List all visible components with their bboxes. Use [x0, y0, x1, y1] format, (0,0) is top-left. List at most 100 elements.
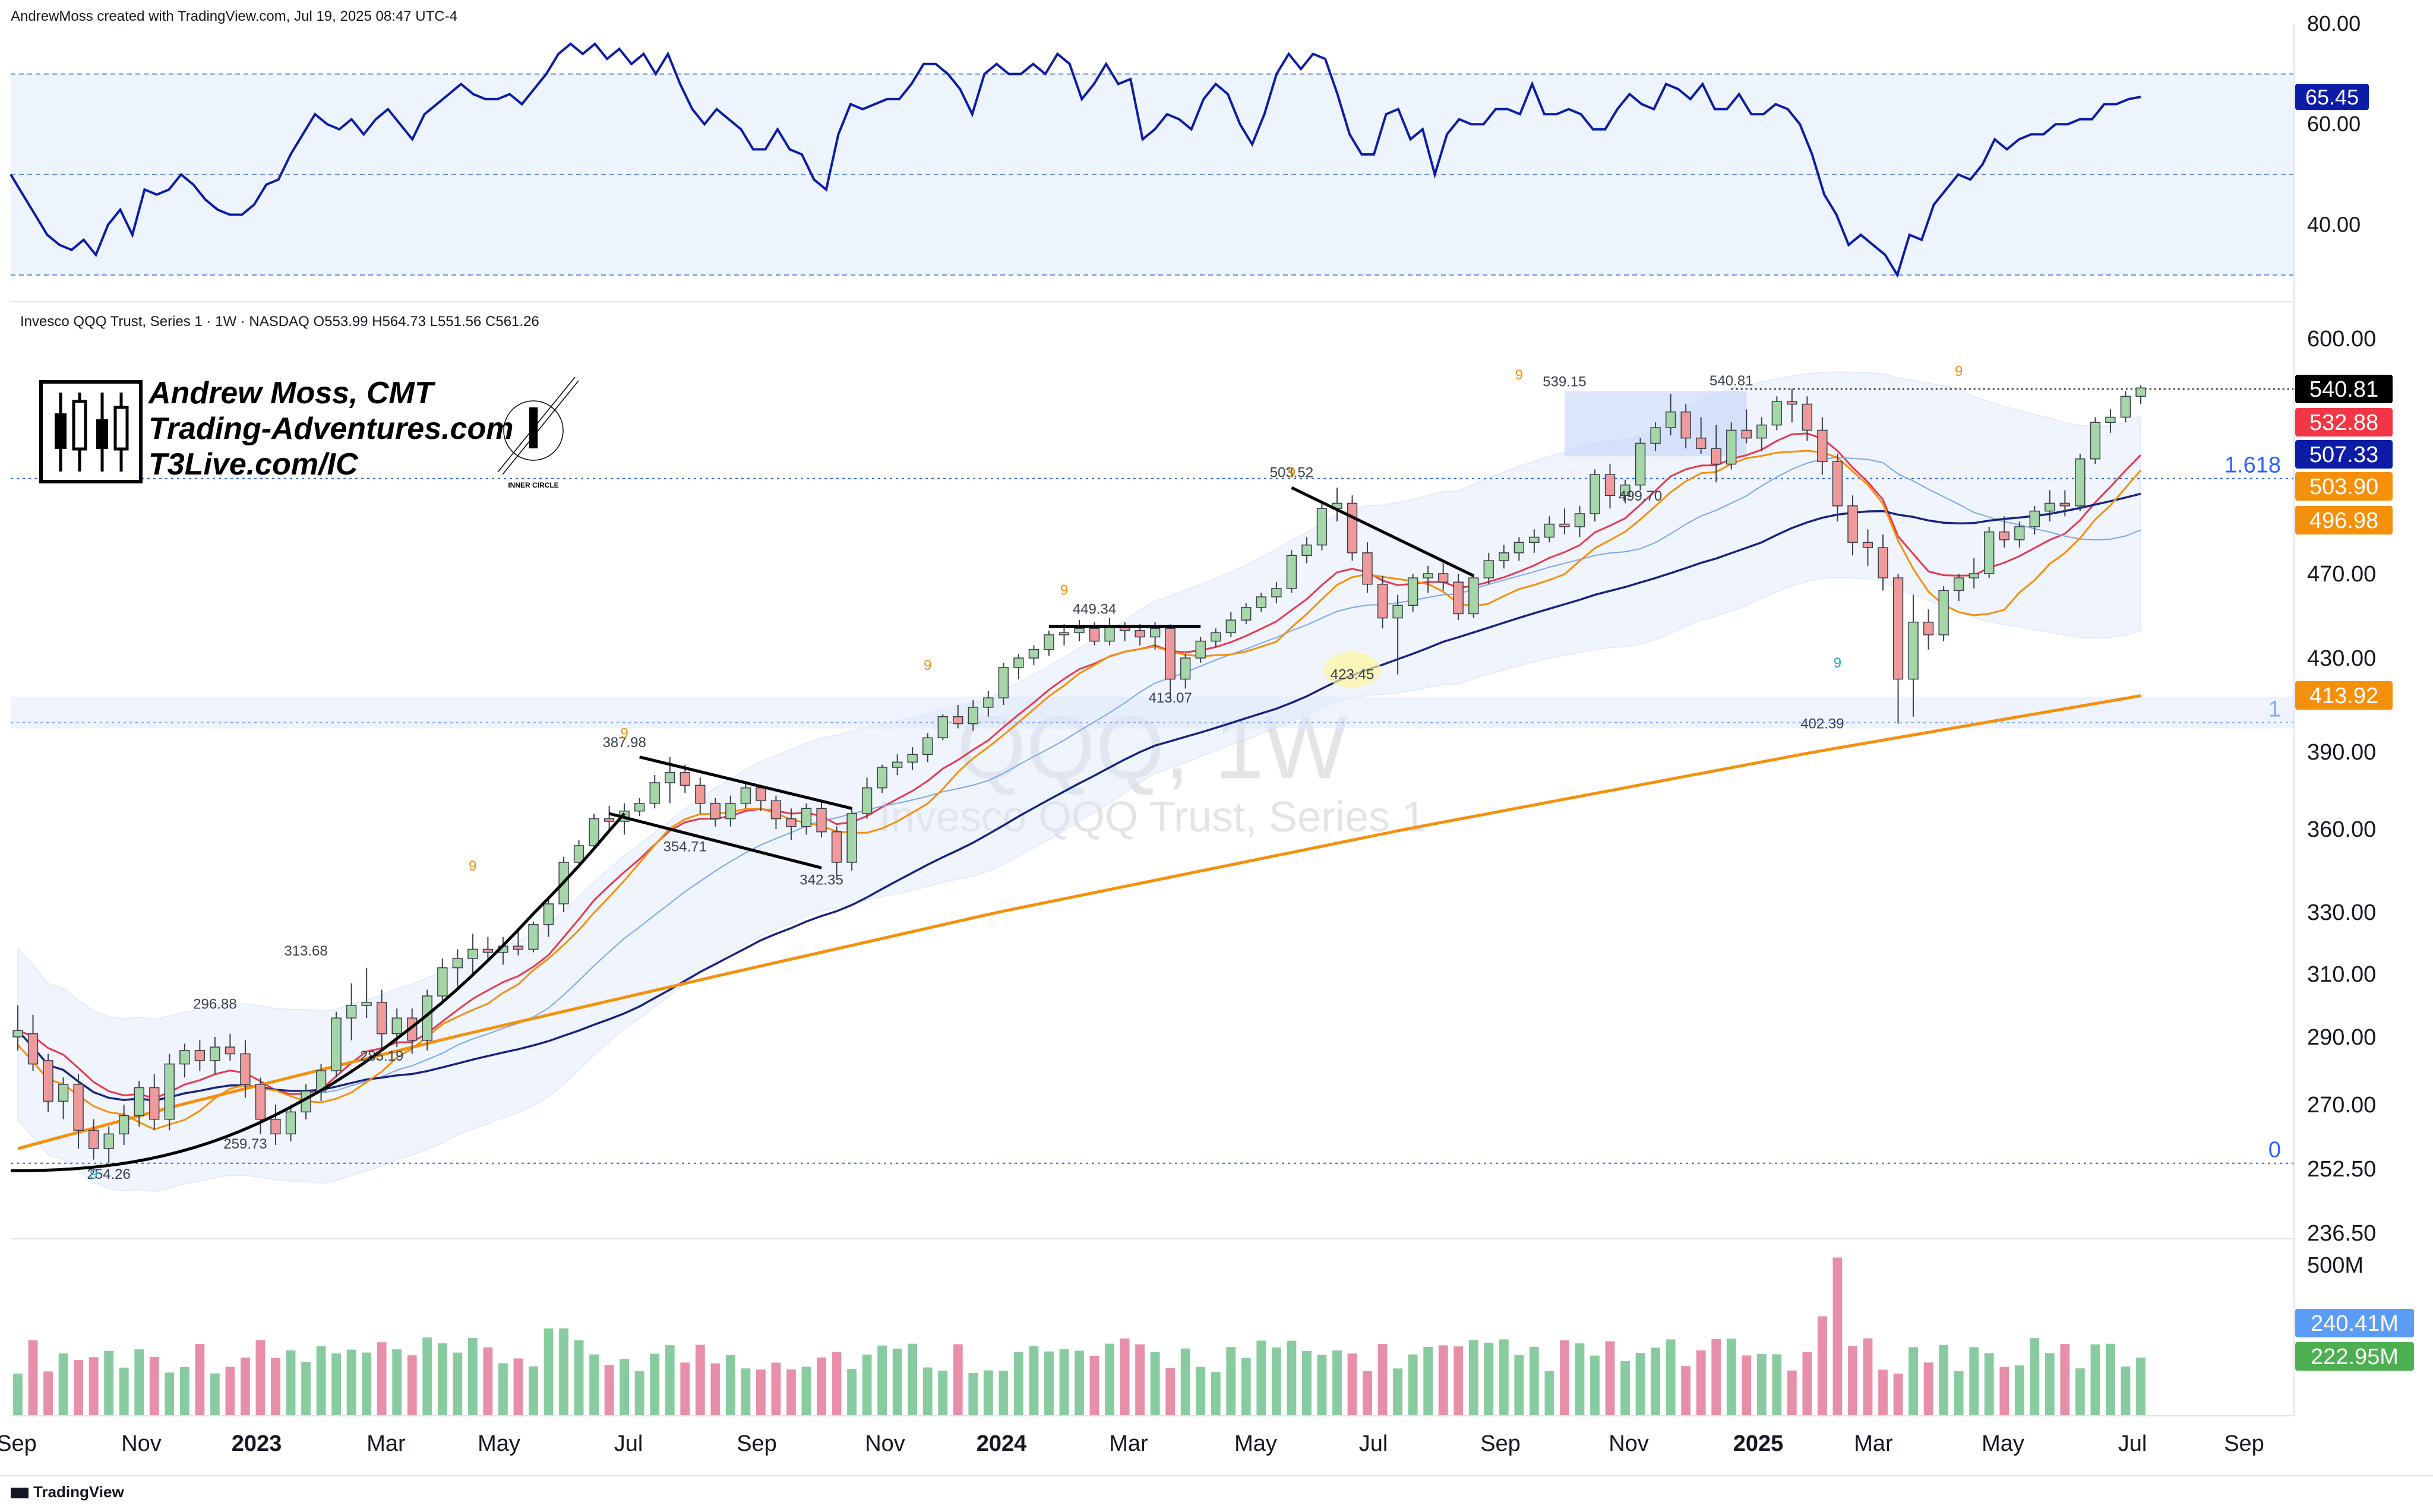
volume-bar — [2030, 1338, 2040, 1416]
symbol-info[interactable]: Invesco QQQ Trust, Series 1 · 1W · NASDA… — [20, 314, 539, 330]
volume-bar — [2090, 1344, 2100, 1416]
candle-body — [2120, 396, 2131, 418]
candle-body — [1635, 442, 1646, 486]
volume-bar — [1059, 1349, 1069, 1416]
volume-bar — [1423, 1347, 1433, 1416]
time-tick-label: Jul — [614, 1431, 643, 1456]
candle-body — [1862, 542, 1873, 548]
candle-body — [164, 1063, 175, 1120]
volume-bar — [1075, 1350, 1084, 1416]
price-tick-label: 470.00 — [2307, 562, 2376, 587]
volume-bar — [1544, 1371, 1554, 1416]
volume-bar — [1832, 1257, 1843, 1416]
candle-body — [331, 1017, 342, 1071]
volume-pane[interactable]: 500M 240.41M 222.95M — [13, 1253, 2414, 1416]
volume-bar — [922, 1367, 933, 1416]
volume-bar — [1651, 1347, 1660, 1416]
volume-bar — [1863, 1338, 1873, 1416]
rsi-pane[interactable]: 80.00 60.00 40.00 65.45 — [10, 11, 2369, 278]
rsi-last-value: 65.45 — [2305, 85, 2359, 109]
candle-body — [680, 771, 690, 786]
volume-bar — [316, 1346, 326, 1416]
candle-body — [1104, 626, 1115, 642]
candle-body — [1013, 657, 1024, 668]
candle-body — [831, 831, 842, 863]
volume-tick-label: 500M — [2307, 1253, 2364, 1278]
highlight-ellipse — [1323, 651, 1381, 688]
candle-body — [937, 716, 948, 739]
volume-bar — [604, 1365, 614, 1416]
volume-bar — [346, 1349, 356, 1416]
volume-bar — [2045, 1353, 2055, 1416]
volume-bar — [2106, 1343, 2115, 1416]
candle-body — [2029, 510, 2040, 527]
volume-bar — [1954, 1371, 1964, 1416]
candle-body — [998, 667, 1009, 698]
price-tick-label: 360.00 — [2307, 817, 2376, 842]
volume-bar — [1696, 1350, 1706, 1416]
td-count: 9 — [924, 657, 931, 673]
branding-logo — [39, 380, 143, 483]
svg-text:INNER CIRCLE: INNER CIRCLE — [508, 481, 558, 489]
volume-bar — [1802, 1352, 1812, 1416]
volume-bar — [104, 1350, 114, 1416]
volume-bar — [1287, 1340, 1297, 1416]
volume-bar — [467, 1337, 478, 1416]
volume-bar — [1878, 1369, 1888, 1416]
candle-body — [482, 948, 494, 953]
candle-body — [1726, 429, 1737, 465]
volume-bar — [1711, 1339, 1721, 1416]
candle-body — [907, 754, 918, 763]
rsi-last-value-tag — [2295, 84, 2369, 110]
price-tag — [2295, 506, 2393, 534]
candle-body — [1407, 577, 1418, 606]
tv-logo-icon — [11, 1488, 29, 1499]
volume-bar — [710, 1363, 721, 1416]
volume-bar — [392, 1349, 402, 1416]
candle-body — [1696, 437, 1707, 449]
candle-body — [391, 1017, 402, 1035]
candle-body — [1149, 628, 1161, 638]
volume-bar — [559, 1328, 568, 1416]
volume-bar — [149, 1356, 159, 1416]
volume-bar — [1196, 1367, 1206, 1416]
volume-bar — [1241, 1358, 1251, 1416]
volume-bar — [1893, 1373, 1903, 1416]
tradingview-logo[interactable]: TradingView — [11, 1483, 124, 1501]
candle-body — [346, 1005, 357, 1018]
candle-body — [1590, 474, 1600, 514]
price-tick-label: 600.00 — [2307, 327, 2376, 352]
candle-body — [634, 802, 645, 812]
candle-body — [73, 1084, 84, 1131]
candle-body — [1423, 573, 1433, 578]
price-annotation: 413.07 — [1148, 690, 1192, 706]
time-tick-label: Mar — [1109, 1431, 1148, 1456]
price-annotation: 285.19 — [360, 1048, 403, 1064]
volume-bar — [832, 1352, 842, 1416]
candle-body — [194, 1050, 206, 1061]
volume-bar — [938, 1370, 948, 1416]
volume-bar — [1180, 1348, 1190, 1416]
candle-body — [2135, 387, 2146, 397]
volume-bar — [1271, 1347, 1281, 1416]
volume-bar — [1120, 1338, 1130, 1416]
svg-text:I: I — [525, 395, 542, 461]
time-tick-label: Sep — [737, 1431, 777, 1456]
candle-body — [240, 1053, 251, 1085]
volume-bar — [680, 1362, 690, 1416]
volume-bar — [756, 1369, 766, 1416]
price-annotation: 499.70 — [1619, 488, 1662, 504]
volume-bar — [1347, 1353, 1357, 1416]
candle-body — [12, 1030, 23, 1037]
candle-body — [2105, 416, 2116, 423]
volume-bar — [725, 1355, 735, 1416]
time-tick-label: May — [1234, 1431, 1277, 1456]
price-tick-label: 290.00 — [2307, 1025, 2376, 1050]
candle-body — [1923, 621, 1934, 635]
volume-bar — [1105, 1343, 1114, 1416]
candle-body — [1453, 581, 1464, 615]
trendline — [639, 755, 852, 810]
volume-bar — [1848, 1346, 1857, 1416]
